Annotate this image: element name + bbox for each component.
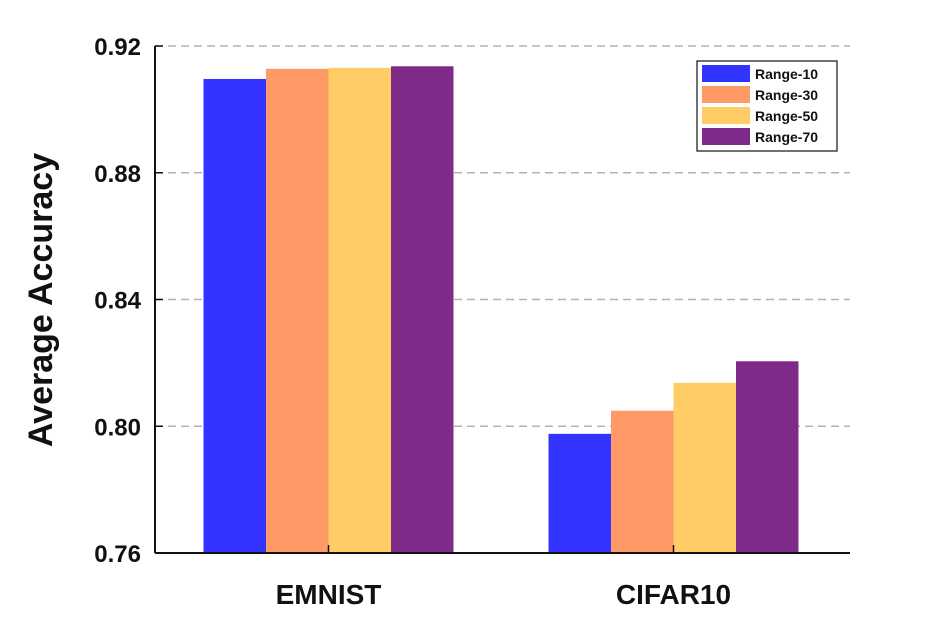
bar — [611, 410, 674, 553]
tick-labels: 0.76 0.80 0.84 0.88 0.92 EMNIST CIFAR10 — [94, 34, 731, 610]
y-tick-label: 0.92 — [94, 34, 141, 61]
y-tick-label: 0.84 — [94, 288, 141, 315]
y-tick-label: 0.88 — [94, 161, 141, 188]
bar — [736, 361, 799, 553]
x-tick-label: CIFAR10 — [616, 579, 731, 610]
bar — [673, 382, 736, 553]
axes — [154, 45, 850, 554]
legend-label: Range-30 — [755, 87, 818, 103]
x-tick-label: EMNIST — [276, 579, 382, 610]
legend-label: Range-50 — [755, 108, 818, 124]
bar — [328, 67, 391, 553]
legend-label: Range-70 — [755, 129, 818, 145]
legend: Range-10 Range-30 Range-50 Range-70 — [696, 60, 838, 152]
bar — [203, 78, 266, 553]
legend-swatch — [702, 128, 750, 145]
legend-swatch — [702, 86, 750, 103]
y-tick-label: 0.76 — [94, 541, 141, 568]
legend-swatch — [702, 65, 750, 82]
bars — [203, 66, 799, 553]
bar — [548, 433, 611, 553]
bar — [391, 66, 454, 553]
y-axis-title: Average Accuracy — [22, 153, 60, 447]
legend-label: Range-10 — [755, 66, 818, 82]
legend-swatch — [702, 107, 750, 124]
bar — [266, 68, 329, 553]
y-tick-label: 0.80 — [94, 414, 141, 441]
